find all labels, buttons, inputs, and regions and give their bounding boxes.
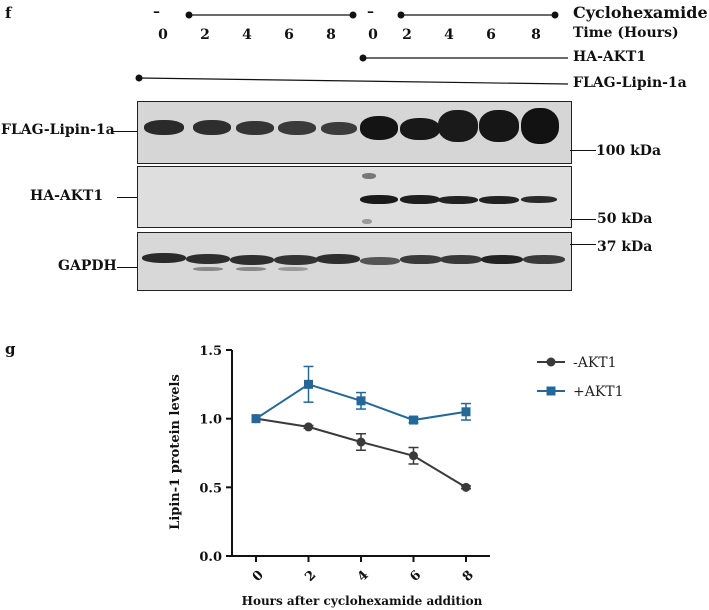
lane-label: 0 (368, 27, 378, 43)
ha-akt1-header-label: HA-AKT1 (573, 49, 647, 65)
panel-f-letter: f (5, 4, 12, 22)
marker-37kda: 37 kDa (597, 239, 653, 255)
data-point (356, 437, 366, 447)
panel-g-letter: g (5, 340, 16, 358)
marker-tick (570, 150, 596, 151)
x-tick-label: 8 (460, 568, 477, 585)
marker-tick (570, 219, 596, 220)
data-point (304, 422, 313, 432)
marker-50kda: 50 kDa (597, 211, 653, 227)
data-point (251, 414, 261, 424)
x-tick-label: 2 (302, 568, 319, 585)
ha-akt1-line (359, 54, 568, 62)
y-tick-label: 1.5 (199, 344, 222, 359)
blot-gapdh (137, 232, 572, 291)
x-tick-label: 4 (355, 568, 372, 585)
lane-label: 4 (444, 27, 454, 43)
leader-line (117, 267, 137, 268)
legend-label: -AKT1 (573, 355, 617, 371)
y-tick-label: 1.0 (199, 413, 222, 428)
leader-line (113, 131, 137, 132)
leader-line (117, 197, 137, 198)
legend-marker (546, 357, 556, 367)
data-point (461, 482, 471, 492)
marker-100kda: 100 kDa (596, 143, 662, 159)
data-point (304, 379, 313, 389)
lane-label: 6 (284, 27, 294, 43)
blot-label-flag: FLAG-Lipin-1a (1, 122, 115, 138)
lane-label: 6 (486, 27, 496, 43)
data-point (356, 396, 366, 406)
data-point (461, 407, 471, 417)
lane-label: 2 (402, 27, 412, 43)
blot-ha-akt1 (137, 166, 572, 228)
lane-label: 8 (531, 27, 541, 43)
legend-label: +AKT1 (573, 384, 624, 400)
lane-label: 0 (158, 27, 168, 43)
x-tick-label: 6 (407, 568, 424, 585)
minus-left: – (153, 4, 160, 20)
data-point (409, 415, 418, 425)
cycloheximide-line-left (185, 11, 357, 19)
y-tick-label: 0.5 (199, 481, 222, 496)
blot-label-gapdh: GAPDH (58, 258, 117, 274)
lane-label: 2 (200, 27, 210, 43)
cycloheximide-line-right (397, 11, 559, 19)
data-point (409, 451, 418, 461)
blot-label-ha: HA-AKT1 (30, 188, 104, 204)
legend-marker (546, 386, 556, 396)
lane-label: 8 (326, 27, 336, 43)
time-label: Time (Hours) (573, 25, 679, 41)
minus-right: – (367, 4, 374, 20)
y-tick-label: 0.0 (199, 550, 222, 565)
x-tick-label: 0 (250, 568, 267, 585)
blot-flag-lipin (137, 101, 572, 164)
y-axis-label: Lipin-1 protein levels (168, 374, 183, 530)
lane-label: 4 (242, 27, 252, 43)
marker-tick (570, 244, 596, 245)
series-line-minus-akt1 (255, 417, 467, 489)
cycloheximide-label: Cyclohexamide (573, 3, 708, 22)
flag-lipin-header-label: FLAG-Lipin-1a (573, 75, 687, 91)
x-axis-label: Hours after cyclohexamide addition (242, 594, 483, 608)
flag-lipin-line (135, 74, 569, 85)
